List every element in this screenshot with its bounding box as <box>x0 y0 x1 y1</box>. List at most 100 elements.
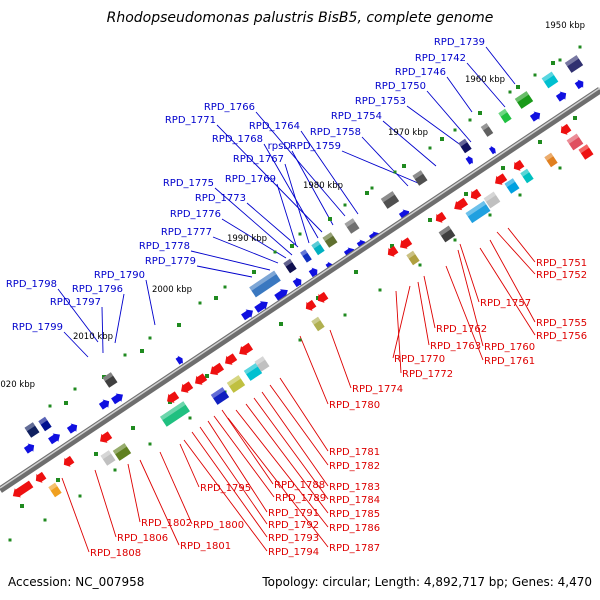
forward-gene-label: RPD_1768 <box>212 134 263 145</box>
reverse-gene-label: RPD_1755 <box>536 318 587 329</box>
tick-mark <box>94 452 98 456</box>
callout-line <box>361 136 409 187</box>
tick-mark <box>148 336 152 340</box>
callout-line <box>489 239 536 323</box>
tick-mark <box>140 349 144 353</box>
callout-line <box>235 409 329 528</box>
forward-gene-label: RPD_1758 <box>310 127 361 138</box>
tick-mark <box>20 504 24 508</box>
tick-label: 1960 kbp <box>465 75 505 85</box>
callout-line <box>221 409 274 485</box>
callout-line <box>426 90 472 143</box>
gene-box <box>458 138 472 154</box>
gene-arrow <box>175 355 184 365</box>
tick-mark <box>378 288 382 292</box>
gene-arrow <box>513 159 525 171</box>
tick-mark <box>223 285 227 289</box>
tick-mark <box>516 85 520 89</box>
callout-line <box>269 384 329 466</box>
map-title: Rhodopseudomonas palustris BisB5, comple… <box>106 10 494 26</box>
tick-label: 1950 kbp <box>545 21 585 31</box>
gene-arrow <box>210 362 225 376</box>
callout-line <box>212 236 279 264</box>
gene-box <box>480 123 494 137</box>
gene-box <box>48 482 62 498</box>
forward-gene-label: RPD_1750 <box>375 81 426 92</box>
forward-gene-label: RPD_1790 <box>94 270 145 281</box>
tick-mark <box>365 191 369 195</box>
gene-arrow <box>100 431 113 443</box>
forward-gene-label: RPD_1766 <box>204 102 255 113</box>
tick-mark <box>578 45 582 49</box>
gene-box <box>226 375 246 393</box>
gene-box <box>249 270 281 298</box>
reverse-gene-label: RPD_1756 <box>536 331 587 342</box>
gene-box <box>102 372 118 388</box>
callout-line <box>227 417 329 548</box>
reverse-gene-label: RPD_1783 <box>329 482 380 493</box>
gene-arrow <box>560 123 572 135</box>
tick-mark <box>316 296 320 300</box>
tick-mark <box>78 494 82 498</box>
callout-line <box>61 477 90 553</box>
forward-gene-label: RPD_1769 <box>225 174 276 185</box>
reverse-gene-label: RPD_1794 <box>268 547 319 558</box>
tick-mark <box>453 238 457 242</box>
gene-arrow <box>63 455 75 467</box>
gene-arrow <box>254 301 268 313</box>
gene-box <box>254 356 270 372</box>
tick-mark <box>343 203 347 207</box>
gene-arrow <box>48 433 60 445</box>
reverse-gene-label: RPD_1772 <box>402 369 453 380</box>
callout-line <box>183 439 268 552</box>
reverse-gene-label: RPD_1761 <box>484 356 535 367</box>
tick-mark <box>558 166 562 170</box>
callout-line <box>101 306 104 354</box>
gene-box <box>322 232 338 248</box>
reverse-gene-label: RPD_1784 <box>329 495 380 506</box>
gene-arrow <box>167 391 180 403</box>
callout-line <box>406 105 463 147</box>
gene-arrow <box>274 289 288 301</box>
callout-line <box>63 331 89 358</box>
forward-gene-label: RPD_1764 <box>249 121 300 132</box>
gene-features <box>12 55 594 498</box>
callout-line <box>139 459 180 546</box>
forward-gene-label: RPD_1775 <box>163 178 214 189</box>
tick-mark <box>518 193 522 197</box>
gene-box <box>412 170 428 186</box>
tick-mark <box>402 164 406 168</box>
callout-line <box>214 187 293 256</box>
tick-mark <box>123 353 127 357</box>
tick-mark <box>273 250 277 254</box>
tick-label: 1990 kbp <box>227 234 267 244</box>
forward-gene-label: RPD_1767 <box>233 154 284 165</box>
tick-mark <box>478 111 482 115</box>
reverse-gene-label: RPD_1751 <box>536 258 587 269</box>
forward-gene-label: RPD_1754 <box>331 111 382 122</box>
gene-box <box>541 71 559 89</box>
gene-box <box>438 225 456 243</box>
gene-arrow <box>181 381 194 393</box>
callout-line <box>417 281 430 346</box>
callout-line <box>245 403 329 514</box>
callout-line <box>213 415 275 498</box>
gene-box <box>514 91 534 109</box>
gene-arrow <box>239 342 254 356</box>
gene-arrow <box>398 209 410 220</box>
callout-line <box>459 243 480 303</box>
callout-line <box>196 265 253 278</box>
forward-gene-label: RPD_1746 <box>395 67 446 78</box>
backbone-highlight <box>0 87 600 489</box>
tick-mark <box>573 116 577 120</box>
tick-mark <box>48 404 52 408</box>
gene-box <box>160 401 190 427</box>
gene-arrow <box>241 309 253 321</box>
reverse-gene-label: RPD_1792 <box>268 520 319 531</box>
reverse-gene-label: RPD_1787 <box>329 543 380 554</box>
gene-arrow <box>387 245 399 257</box>
callout-line <box>159 451 193 525</box>
callout-line <box>395 290 402 374</box>
callout-line <box>190 250 271 271</box>
